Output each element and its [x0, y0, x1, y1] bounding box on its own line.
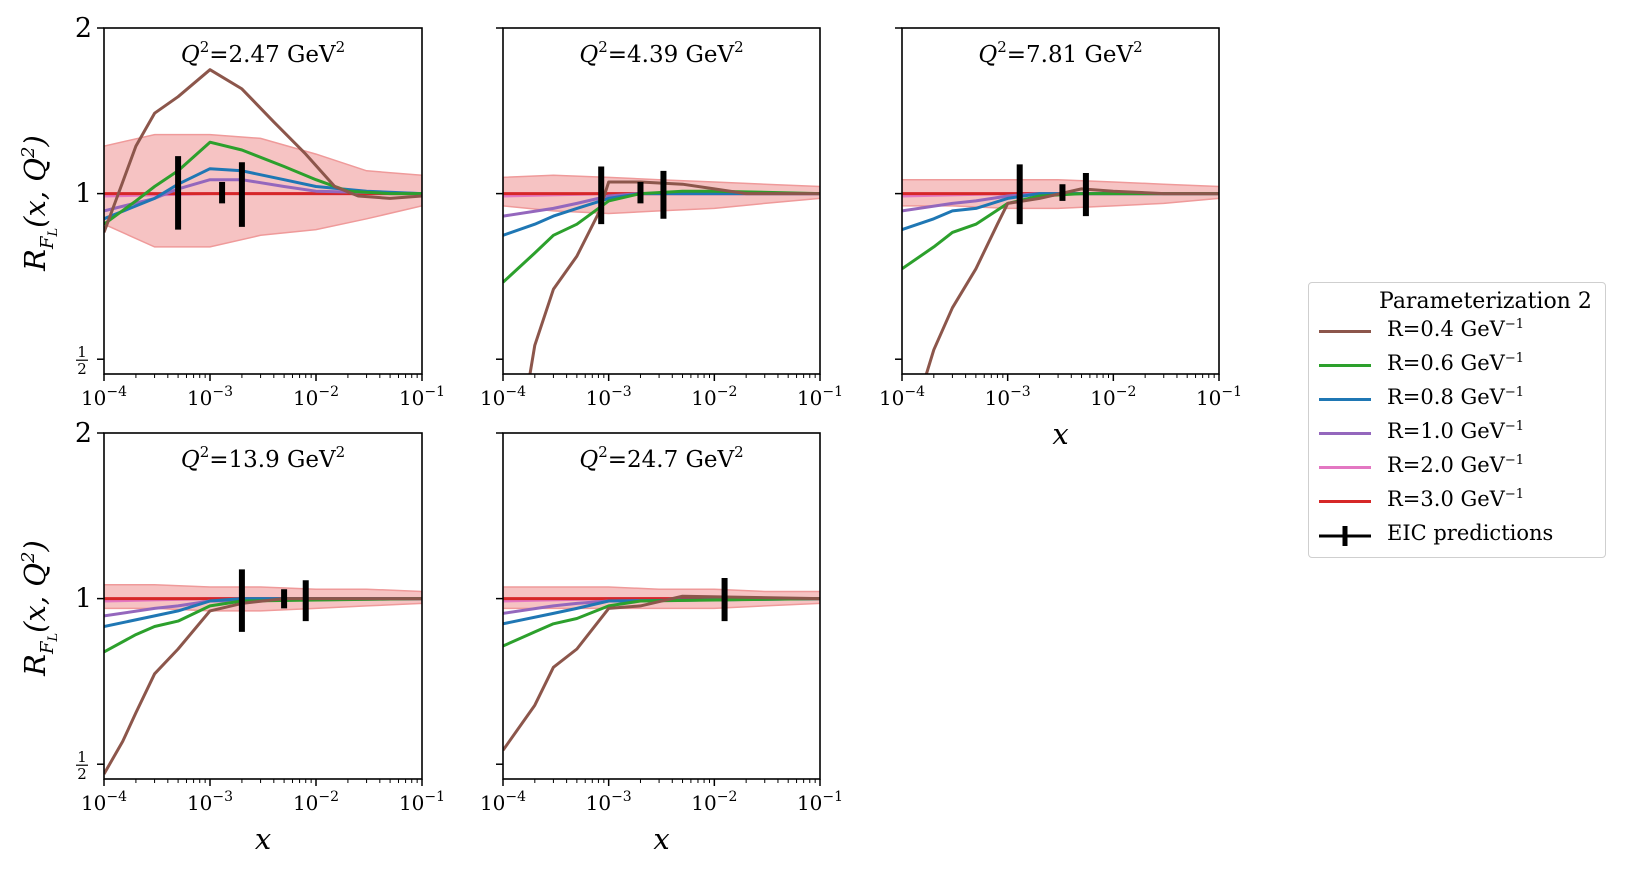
x-tick-label: 10−4: [81, 384, 127, 410]
axes-frame: [502, 27, 821, 375]
legend-swatch: [1319, 432, 1371, 435]
legend-item-R-1_0: R=1.0 GeV−1: [1317, 417, 1603, 449]
x-tick-label: 10−4: [81, 789, 127, 815]
legend-label: R=0.6 GeV−1: [1387, 351, 1525, 375]
x-tick-label: 10−3: [187, 789, 233, 815]
series-line-R-0_8: [902, 192, 1219, 232]
legend-item-R-0_4: R=0.4 GeV−1: [1317, 315, 1603, 347]
x-tick-label: 10−1: [797, 789, 843, 815]
legend-errorbar-icon: [1319, 526, 1371, 546]
axes-frame: [103, 432, 423, 780]
x-tick-label: 10−3: [586, 789, 632, 815]
legend-swatch: [1319, 398, 1371, 401]
series-line-R-0_4: [104, 68, 422, 233]
panel-title: Q2=13.9 GeV2: [181, 443, 345, 473]
axes-frame: [901, 27, 1220, 375]
x-tick-label: 10−1: [797, 384, 843, 410]
series-line-R-0_4: [503, 594, 820, 752]
y-tick-label: 1: [75, 179, 92, 210]
x-tick-label: 10−1: [1196, 384, 1242, 410]
legend-swatch: [1319, 466, 1371, 469]
x-tick-label: 10−4: [879, 384, 925, 410]
panel-2: 10−4 10−3 10−2 10−1 Q2=4.39 GeV2: [480, 27, 843, 410]
x-tick-label: 10−2: [293, 384, 339, 410]
y-tick-label: 2: [75, 13, 92, 44]
x-tick-label: 10−2: [691, 384, 737, 410]
series-line-R-0_8: [503, 192, 820, 237]
panel-title: Q2=24.7 GeV2: [579, 443, 743, 473]
y-tick-label: 1: [77, 748, 87, 766]
series-line-R-0_6: [104, 140, 422, 226]
y-tick-label: 2: [75, 418, 92, 449]
panel-3: 10−4 10−3 10−2 10−1 Q2=7.81 GeV2 x: [879, 27, 1242, 451]
y-tick-label: 2: [77, 765, 87, 783]
series-line-R-0_6: [503, 189, 820, 284]
x-tick-label: 10−3: [586, 384, 632, 410]
x-tick-label: 10−2: [1090, 384, 1136, 410]
legend-item-R-0_8: R=0.8 GeV−1: [1317, 383, 1603, 415]
series-line-R-0_6: [503, 597, 820, 648]
legend-item-R-0_6: R=0.6 GeV−1: [1317, 349, 1603, 381]
panel-title: Q2=2.47 GeV2: [181, 38, 345, 68]
y-tick-label: 1: [77, 343, 87, 361]
series-line-R-0_4: [924, 187, 1219, 374]
legend: Parameterization 2 R=0.4 GeV−1 R=0.6 GeV−…: [1308, 282, 1606, 558]
x-tick-label: 10−1: [399, 789, 445, 815]
series-line-R-0_6: [902, 192, 1219, 271]
x-axis-label: x: [653, 822, 669, 856]
legend-item-R-3_0: R=3.0 GeV−1: [1317, 485, 1603, 517]
panel-title: Q2=4.39 GeV2: [579, 38, 743, 68]
x-tick-label: 10−1: [399, 384, 445, 410]
legend-label: R=2.0 GeV−1: [1387, 453, 1525, 477]
y-tick-label: 1: [75, 584, 92, 615]
legend-label: R=0.8 GeV−1: [1387, 385, 1525, 409]
legend-item-R-2_0: R=2.0 GeV−1: [1317, 451, 1603, 483]
axes-frame: [103, 27, 423, 375]
legend-label: R=1.0 GeV−1: [1387, 419, 1525, 443]
legend-title: Parameterization 2: [1379, 289, 1592, 314]
y-axis-label: RFL(x, Q2): [18, 135, 61, 272]
axes-frame: [502, 432, 821, 780]
y-axis-label: RFL(x, Q2): [18, 540, 61, 677]
panel-title: Q2=7.81 GeV2: [978, 38, 1142, 68]
legend-label: R=0.4 GeV−1: [1387, 317, 1525, 341]
panel-5: 10−4 10−3 10−2 10−1 Q2=24.7 GeV2 x: [480, 432, 843, 856]
x-tick-label: 10−3: [985, 384, 1031, 410]
legend-swatch: [1319, 330, 1371, 333]
x-tick-label: 10−4: [480, 789, 526, 815]
x-tick-label: 10−2: [691, 789, 737, 815]
uncertainty-band: [104, 133, 422, 248]
legend-item-eic: EIC predictions: [1317, 519, 1603, 551]
x-axis-label: x: [255, 822, 271, 856]
legend-swatch: [1319, 364, 1371, 367]
x-tick-label: 10−3: [187, 384, 233, 410]
y-tick-label: 2: [77, 360, 87, 378]
x-tick-label: 10−2: [293, 789, 339, 815]
legend-label: EIC predictions: [1387, 521, 1554, 545]
x-axis-label: x: [1052, 417, 1068, 451]
x-tick-label: 10−4: [480, 384, 526, 410]
series-line-R-0_4: [104, 597, 422, 775]
legend-label: R=3.0 GeV−1: [1387, 487, 1525, 511]
series-line-R-0_4: [528, 180, 820, 374]
legend-swatch: [1319, 500, 1371, 503]
